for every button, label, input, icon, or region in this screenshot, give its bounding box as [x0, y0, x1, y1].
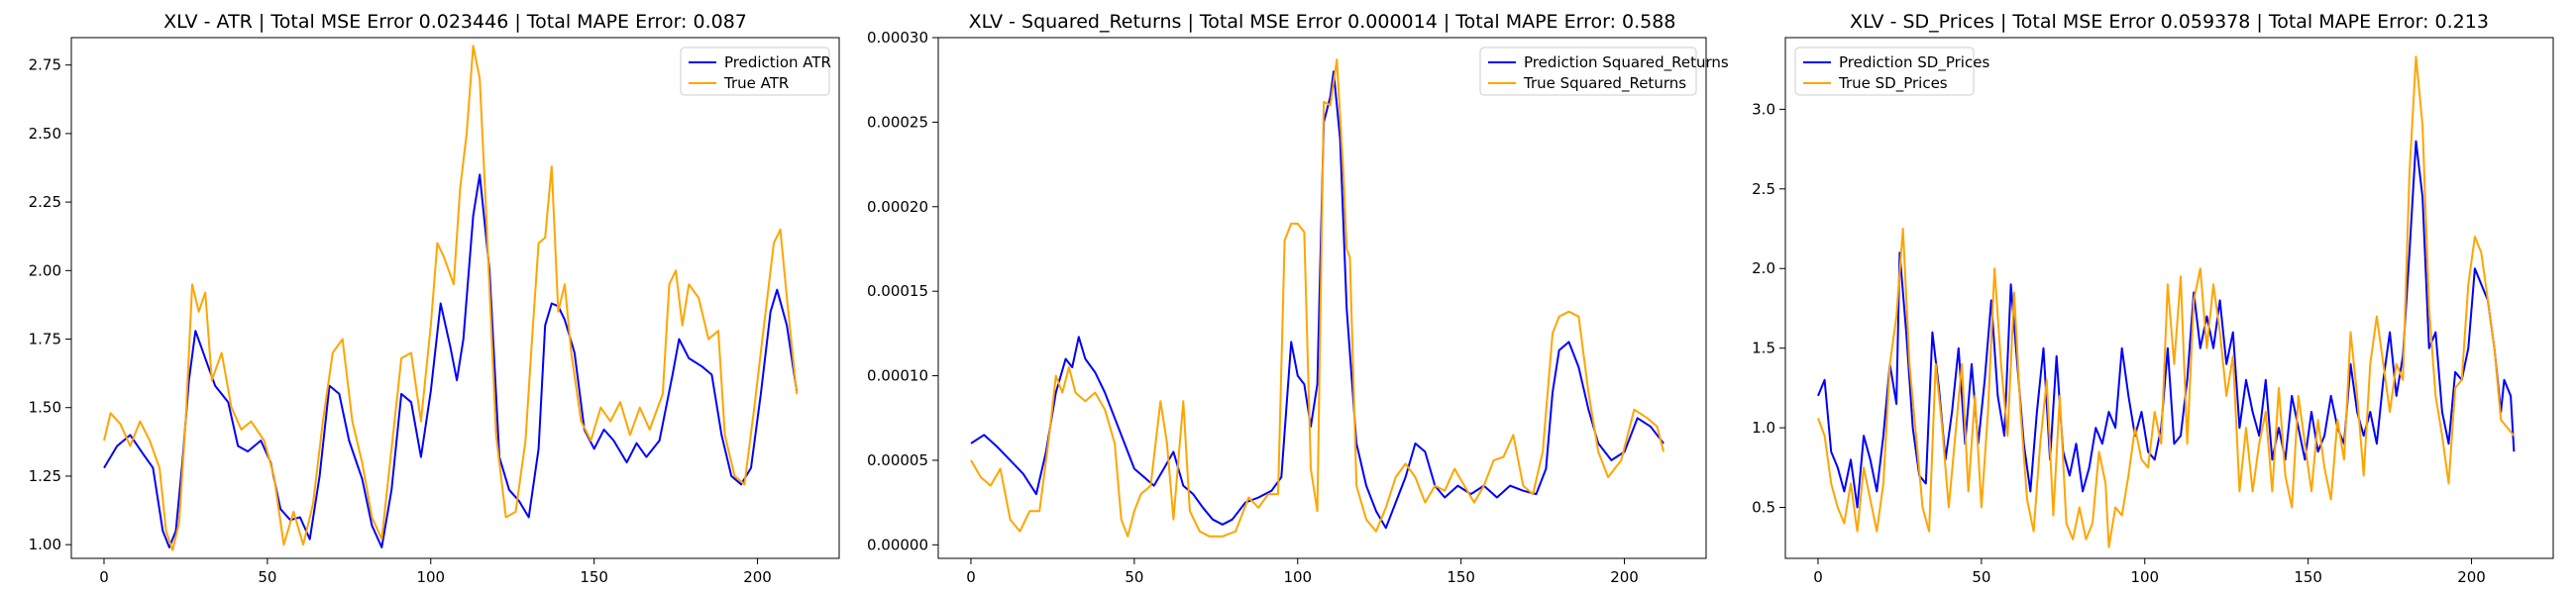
legend: Prediction Squared_Returns True Squared_R…	[1479, 47, 1729, 96]
x-tick-label: 150	[2294, 568, 2322, 586]
legend-box	[680, 47, 830, 96]
legend-label-1: True SD_Prices	[1838, 74, 1948, 93]
axes-frame	[1784, 37, 2554, 559]
legend-label-0: Prediction SD_Prices	[1839, 53, 1989, 72]
y-tick-label: 1.25	[29, 467, 61, 485]
chart-panel-0: XLV - ATR | Total MSE Error 0.023446 | T…	[29, 11, 840, 586]
y-tick-label: 0.00030	[867, 29, 928, 47]
legend-box	[1794, 47, 1975, 96]
chart-title: XLV - Squared_Returns | Total MSE Error …	[969, 11, 1676, 33]
y-tick-label: 2.50	[29, 125, 61, 143]
y-tick-label: 2.5	[1752, 180, 1775, 198]
x-tick-label: 100	[1283, 568, 1312, 586]
legend-label-0: Prediction Squared_Returns	[1524, 53, 1729, 72]
series-line-1	[1817, 55, 2516, 548]
x-tick-label: 200	[2457, 568, 2486, 586]
y-tick-label: 0.00005	[867, 451, 928, 469]
x-tick-label: 200	[743, 568, 772, 586]
x-tick-label: 0	[99, 568, 109, 586]
x-tick-label: 50	[1125, 568, 1143, 586]
chart-panel-1: XLV - Squared_Returns | Total MSE Error …	[867, 11, 1729, 586]
x-tick-label: 150	[580, 568, 608, 586]
legend-label-1: True Squared_Returns	[1523, 74, 1686, 93]
y-tick-label: 1.50	[29, 399, 61, 417]
x-tick-label: 0	[1813, 568, 1823, 586]
series-line-1	[103, 45, 799, 551]
y-tick-label: 2.75	[29, 56, 61, 74]
series-line-0	[103, 173, 799, 548]
y-tick-label: 0.00025	[867, 113, 928, 131]
y-tick-label: 0.00020	[867, 198, 928, 216]
y-tick-label: 0.00010	[867, 367, 928, 385]
y-tick-label: 1.0	[1752, 419, 1775, 437]
chart-title: XLV - ATR | Total MSE Error 0.023446 | T…	[163, 11, 747, 33]
x-tick-label: 100	[416, 568, 445, 586]
chart-title: XLV - SD_Prices | Total MSE Error 0.0593…	[1850, 11, 2489, 33]
x-tick-label: 200	[1610, 568, 1639, 586]
x-tick-label: 100	[2130, 568, 2159, 586]
y-tick-label: 3.0	[1752, 100, 1775, 118]
series-line-0	[970, 70, 1664, 530]
y-tick-label: 0.00000	[867, 536, 928, 553]
legend-label-0: Prediction ATR	[724, 53, 831, 71]
chart-panel-2: XLV - SD_Prices | Total MSE Error 0.0593…	[1752, 11, 2554, 586]
y-tick-label: 0.00015	[867, 282, 928, 300]
legend-label-1: True ATR	[723, 74, 789, 92]
y-tick-label: 1.5	[1752, 340, 1775, 357]
axes-frame	[70, 37, 840, 559]
y-tick-label: 2.00	[29, 261, 61, 279]
legend: Prediction SD_Prices True SD_Prices	[1794, 47, 1989, 96]
x-tick-label: 50	[1972, 568, 1990, 586]
y-tick-label: 1.00	[29, 536, 61, 553]
series-line-1	[970, 58, 1665, 538]
axes-frame	[937, 37, 1707, 559]
legend-box	[1479, 47, 1697, 96]
y-tick-label: 1.75	[29, 331, 61, 348]
y-tick-label: 2.25	[29, 193, 61, 211]
y-tick-label: 2.0	[1752, 259, 1775, 277]
legend: Prediction ATR True ATR	[680, 47, 831, 96]
x-tick-label: 150	[1447, 568, 1475, 586]
y-tick-label: 0.5	[1752, 499, 1775, 517]
x-tick-label: 50	[258, 568, 276, 586]
x-tick-label: 0	[966, 568, 976, 586]
